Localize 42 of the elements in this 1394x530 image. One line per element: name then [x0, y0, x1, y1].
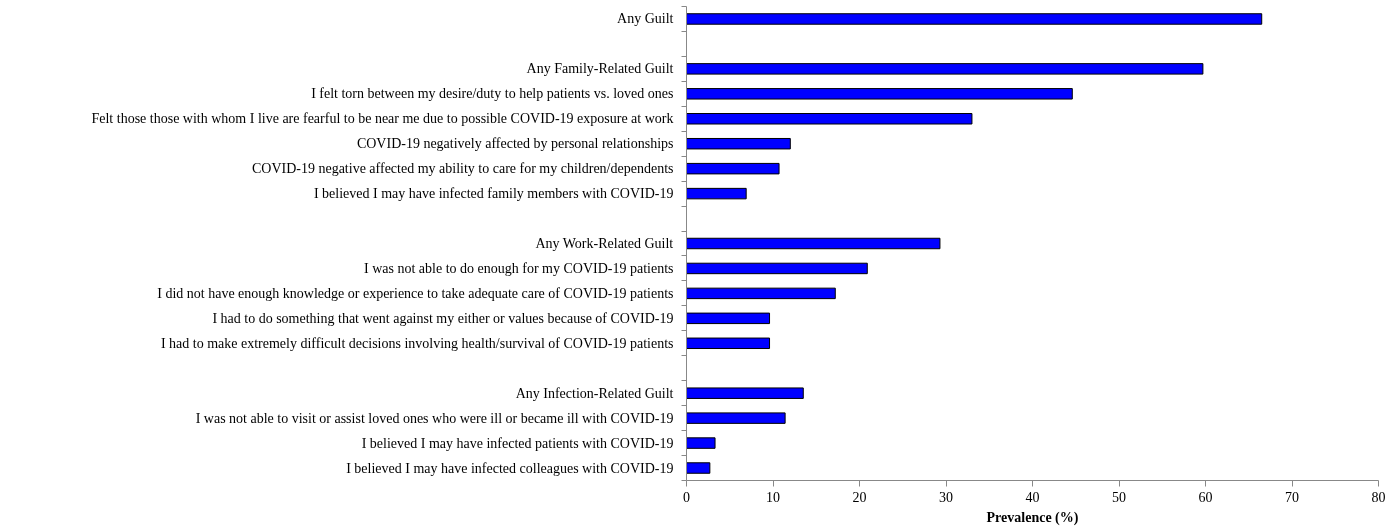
bar: [686, 13, 1263, 25]
y-tick-label: I was not able to visit or assist loved ones who were ill or became ill with COVID-19: [195, 410, 674, 426]
bar: [686, 88, 1073, 100]
bar: [686, 63, 1204, 75]
x-tick-label: 0: [683, 489, 690, 505]
y-tick-label: I was not able to do enough for my COVID-19 patients: [364, 260, 674, 276]
x-tick-label: 20: [852, 489, 867, 505]
bar: [686, 437, 716, 449]
bar: [686, 113, 973, 125]
bar: [686, 262, 868, 275]
x-tick-label: 30: [939, 489, 953, 505]
x-tick-label: 10: [766, 489, 780, 505]
y-tick-label: COVID-19 negatively affected by personal relationships: [356, 136, 674, 152]
y-tick-label: COVID-19 negative affected my ability to care for my children/dependents: [251, 161, 674, 177]
y-tick-label: Any Infection-Related Guilt: [515, 385, 674, 401]
y-tick-label: I had to do something that went against my either or values because of COVID-19: [212, 310, 674, 326]
bar: [686, 312, 771, 325]
bar: [686, 237, 941, 250]
x-tick-label: 70: [1285, 489, 1299, 505]
y-tick-label: Any Work-Related Guilt: [535, 236, 674, 251]
bar: [686, 462, 711, 474]
bar: [686, 137, 791, 150]
x-tick-label: 50: [1112, 489, 1126, 505]
y-tick-label: I believed I may have infected family members with COVID-19: [313, 186, 674, 202]
bar: [686, 287, 836, 300]
x-axis-title: Prevalence (%): [986, 509, 1079, 526]
y-tick-label: I had to make extremely difficult decisions involving health/survival of COVID-19 patients: [160, 335, 674, 351]
y-tick-label: I did not have enough knowledge or experience to take adequate care of COVID-19 patients: [157, 285, 674, 301]
x-tick-label: 60: [1198, 489, 1213, 505]
x-tick-label: 40: [1025, 489, 1040, 505]
bar: [686, 162, 780, 175]
y-tick-label: I believed I may have infected colleagues with COVID-19: [346, 460, 674, 476]
bar: [686, 187, 747, 200]
y-tick-label: I believed I may have infected patients with COVID-19: [361, 435, 674, 451]
y-tick-label: Any Family-Related Guilt: [526, 61, 674, 77]
bar: [686, 387, 804, 399]
bar: [686, 412, 786, 424]
y-tick-label: Any Guilt: [617, 11, 674, 27]
y-tick-label: I felt torn between my desire/duty to help patients vs. loved ones: [311, 86, 674, 102]
y-tick-label: Felt those those with whom I live are fearful to be near me due to possible COVID-19 exposure at work: [91, 111, 674, 127]
x-tick-label: 80: [1371, 489, 1386, 505]
bar: [686, 337, 771, 350]
